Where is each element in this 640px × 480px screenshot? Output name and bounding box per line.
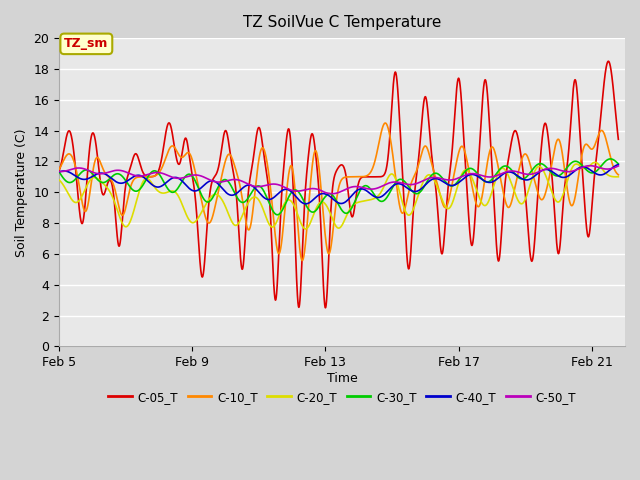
Y-axis label: Soil Temperature (C): Soil Temperature (C) (15, 128, 28, 256)
Legend: C-05_T, C-10_T, C-20_T, C-30_T, C-40_T, C-50_T: C-05_T, C-10_T, C-20_T, C-30_T, C-40_T, … (104, 386, 580, 408)
Text: TZ_sm: TZ_sm (64, 37, 109, 50)
Title: TZ SoilVue C Temperature: TZ SoilVue C Temperature (243, 15, 441, 30)
X-axis label: Time: Time (326, 372, 358, 385)
